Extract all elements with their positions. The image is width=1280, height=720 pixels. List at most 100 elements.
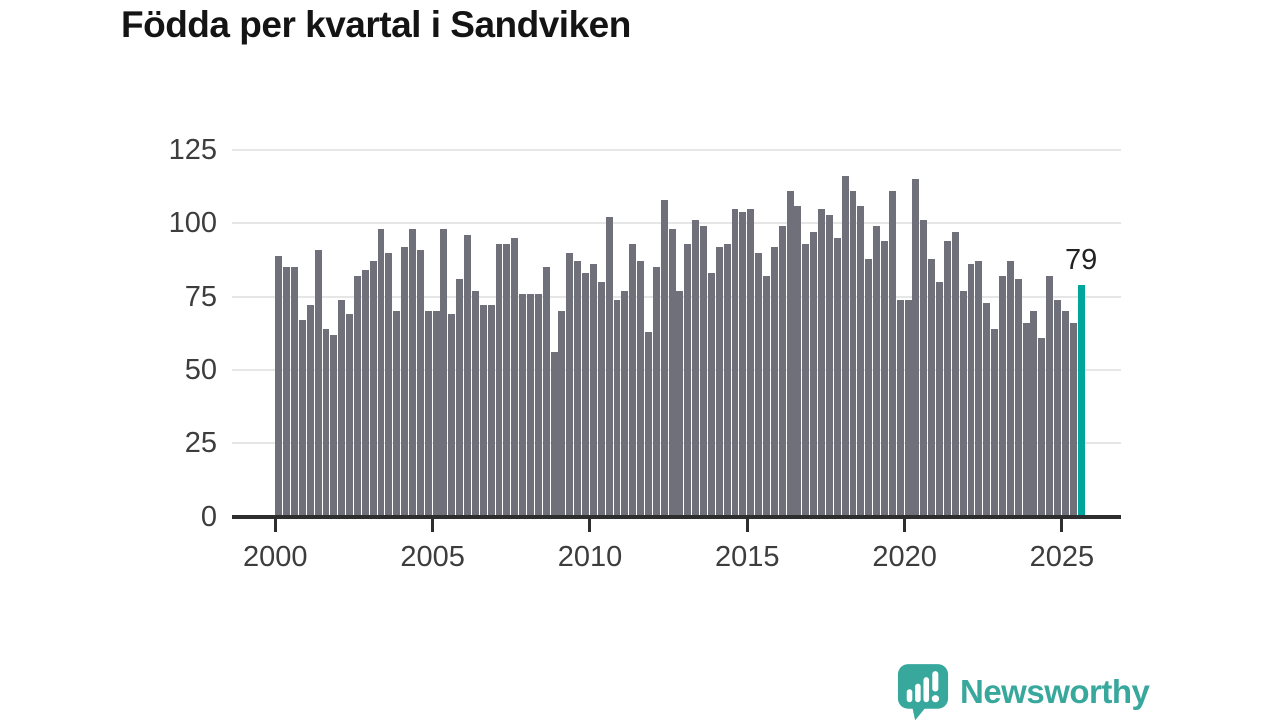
bar-2000-q1 bbox=[275, 255, 283, 516]
x-tick-2015 bbox=[745, 518, 749, 532]
bar-2008-q3 bbox=[542, 267, 550, 516]
x-axis-label-2025: 2025 bbox=[1029, 541, 1095, 573]
newsworthy-logo-icon bbox=[897, 663, 949, 720]
bar-2024-q4 bbox=[1054, 299, 1061, 516]
bar-2001-q1 bbox=[306, 305, 314, 516]
bar-2023-q3 bbox=[1014, 279, 1022, 516]
bar-2021-q3 bbox=[951, 232, 959, 516]
bar-2006-q3 bbox=[479, 305, 487, 516]
bar-2010-q3 bbox=[605, 217, 613, 516]
bar-2018-q4 bbox=[865, 258, 873, 516]
bar-2002-q3 bbox=[353, 276, 361, 516]
bar-2010-q4 bbox=[613, 299, 621, 516]
bar-2005-q2 bbox=[440, 229, 448, 516]
bar-2007-q1 bbox=[495, 243, 503, 516]
bar-2019-q3 bbox=[888, 191, 896, 516]
bar-2001-q4 bbox=[330, 334, 338, 516]
bar-2002-q4 bbox=[361, 270, 369, 516]
bar-2025-q2 bbox=[1069, 323, 1077, 516]
bar-2025-q1 bbox=[1061, 311, 1069, 516]
bar-2007-q3 bbox=[511, 238, 519, 516]
x-tick-2020 bbox=[903, 518, 907, 532]
bar-2021-q1 bbox=[936, 282, 943, 516]
bar-2012-q3 bbox=[668, 229, 676, 516]
gridline-125 bbox=[232, 149, 1121, 151]
gridline-100 bbox=[232, 222, 1121, 225]
bar-2024-q3 bbox=[1046, 276, 1054, 516]
bar-2020-q3 bbox=[920, 220, 928, 516]
bar-2018-q2 bbox=[849, 191, 857, 516]
bar-2018-q3 bbox=[857, 205, 865, 516]
bar-2001-q3 bbox=[322, 328, 330, 516]
bar-2015-q2 bbox=[755, 252, 763, 516]
bar-2003-q4 bbox=[393, 311, 401, 516]
y-axis-label-25: 25 bbox=[184, 427, 217, 460]
newsworthy-logo: Newsworthy bbox=[897, 663, 1150, 720]
bar-2015-q1 bbox=[747, 208, 755, 516]
bar-2017-q4 bbox=[833, 238, 841, 516]
x-axis-line bbox=[232, 515, 1121, 519]
bar-2021-q4 bbox=[959, 290, 967, 516]
bar-2000-q4 bbox=[298, 320, 306, 516]
bar-2003-q3 bbox=[385, 252, 393, 516]
y-axis-label-0: 0 bbox=[200, 500, 217, 533]
bar-2005-q3 bbox=[448, 314, 456, 516]
chart-title: Födda per kvartal i Sandviken bbox=[121, 4, 631, 45]
bar-2012-q4 bbox=[676, 290, 684, 516]
bar-2009-q4 bbox=[582, 273, 589, 516]
bar-2008-q2 bbox=[534, 293, 542, 516]
bar-2019-q2 bbox=[881, 240, 888, 516]
bar-2006-q4 bbox=[487, 305, 495, 516]
bar-2001-q2 bbox=[314, 249, 322, 516]
bar-2017-q3 bbox=[825, 214, 833, 516]
y-axis-label-50: 50 bbox=[184, 354, 217, 387]
bar-2005-q1 bbox=[432, 311, 440, 516]
bar-2009-q2 bbox=[566, 252, 574, 516]
bar-2004-q4 bbox=[424, 311, 432, 516]
y-axis-label-100: 100 bbox=[168, 207, 217, 240]
bar-2010-q1 bbox=[589, 264, 597, 516]
highlight-bar-2025-q3 bbox=[1077, 284, 1085, 516]
bar-2011-q3 bbox=[637, 261, 645, 516]
bar-2024-q1 bbox=[1030, 311, 1038, 516]
bar-2012-q2 bbox=[660, 199, 668, 516]
bar-2011-q4 bbox=[645, 331, 652, 516]
bar-2008-q4 bbox=[550, 352, 558, 516]
bar-2023-q1 bbox=[999, 276, 1006, 516]
bar-2004-q3 bbox=[416, 249, 424, 516]
bar-2013-q3 bbox=[700, 226, 707, 516]
x-axis-label-2015: 2015 bbox=[715, 541, 780, 573]
highlight-value-label: 79 bbox=[1064, 243, 1098, 276]
x-tick-2005 bbox=[431, 518, 435, 532]
y-axis-label-75: 75 bbox=[184, 280, 217, 313]
bar-2013-q1 bbox=[684, 243, 692, 516]
bar-2004-q1 bbox=[401, 246, 409, 516]
bar-2017-q1 bbox=[810, 232, 818, 516]
bar-2006-q1 bbox=[464, 235, 471, 516]
bar-2020-q1 bbox=[904, 299, 912, 516]
bar-2013-q4 bbox=[707, 273, 715, 516]
bar-2007-q2 bbox=[503, 243, 511, 516]
bar-2023-q2 bbox=[1006, 261, 1014, 516]
bar-2009-q1 bbox=[558, 311, 566, 516]
bar-2014-q4 bbox=[739, 211, 747, 516]
bar-2015-q3 bbox=[763, 276, 770, 516]
bar-2020-q4 bbox=[928, 258, 936, 516]
bar-2014-q2 bbox=[723, 243, 731, 516]
bar-2009-q3 bbox=[574, 261, 582, 516]
bar-2013-q2 bbox=[692, 220, 700, 516]
bar-2014-q1 bbox=[715, 246, 723, 516]
bar-2016-q4 bbox=[802, 243, 810, 516]
bar-2019-q1 bbox=[873, 226, 881, 516]
x-tick-2025 bbox=[1060, 518, 1064, 532]
bar-2018-q1 bbox=[841, 176, 849, 516]
bar-2003-q2 bbox=[377, 229, 385, 516]
x-axis-label-2005: 2005 bbox=[400, 541, 465, 573]
bar-2011-q1 bbox=[621, 290, 629, 516]
bar-2000-q3 bbox=[291, 267, 298, 516]
bar-2002-q2 bbox=[346, 314, 353, 516]
bar-2016-q1 bbox=[778, 226, 786, 516]
bar-2023-q4 bbox=[1022, 323, 1030, 516]
bar-2012-q1 bbox=[652, 267, 660, 516]
